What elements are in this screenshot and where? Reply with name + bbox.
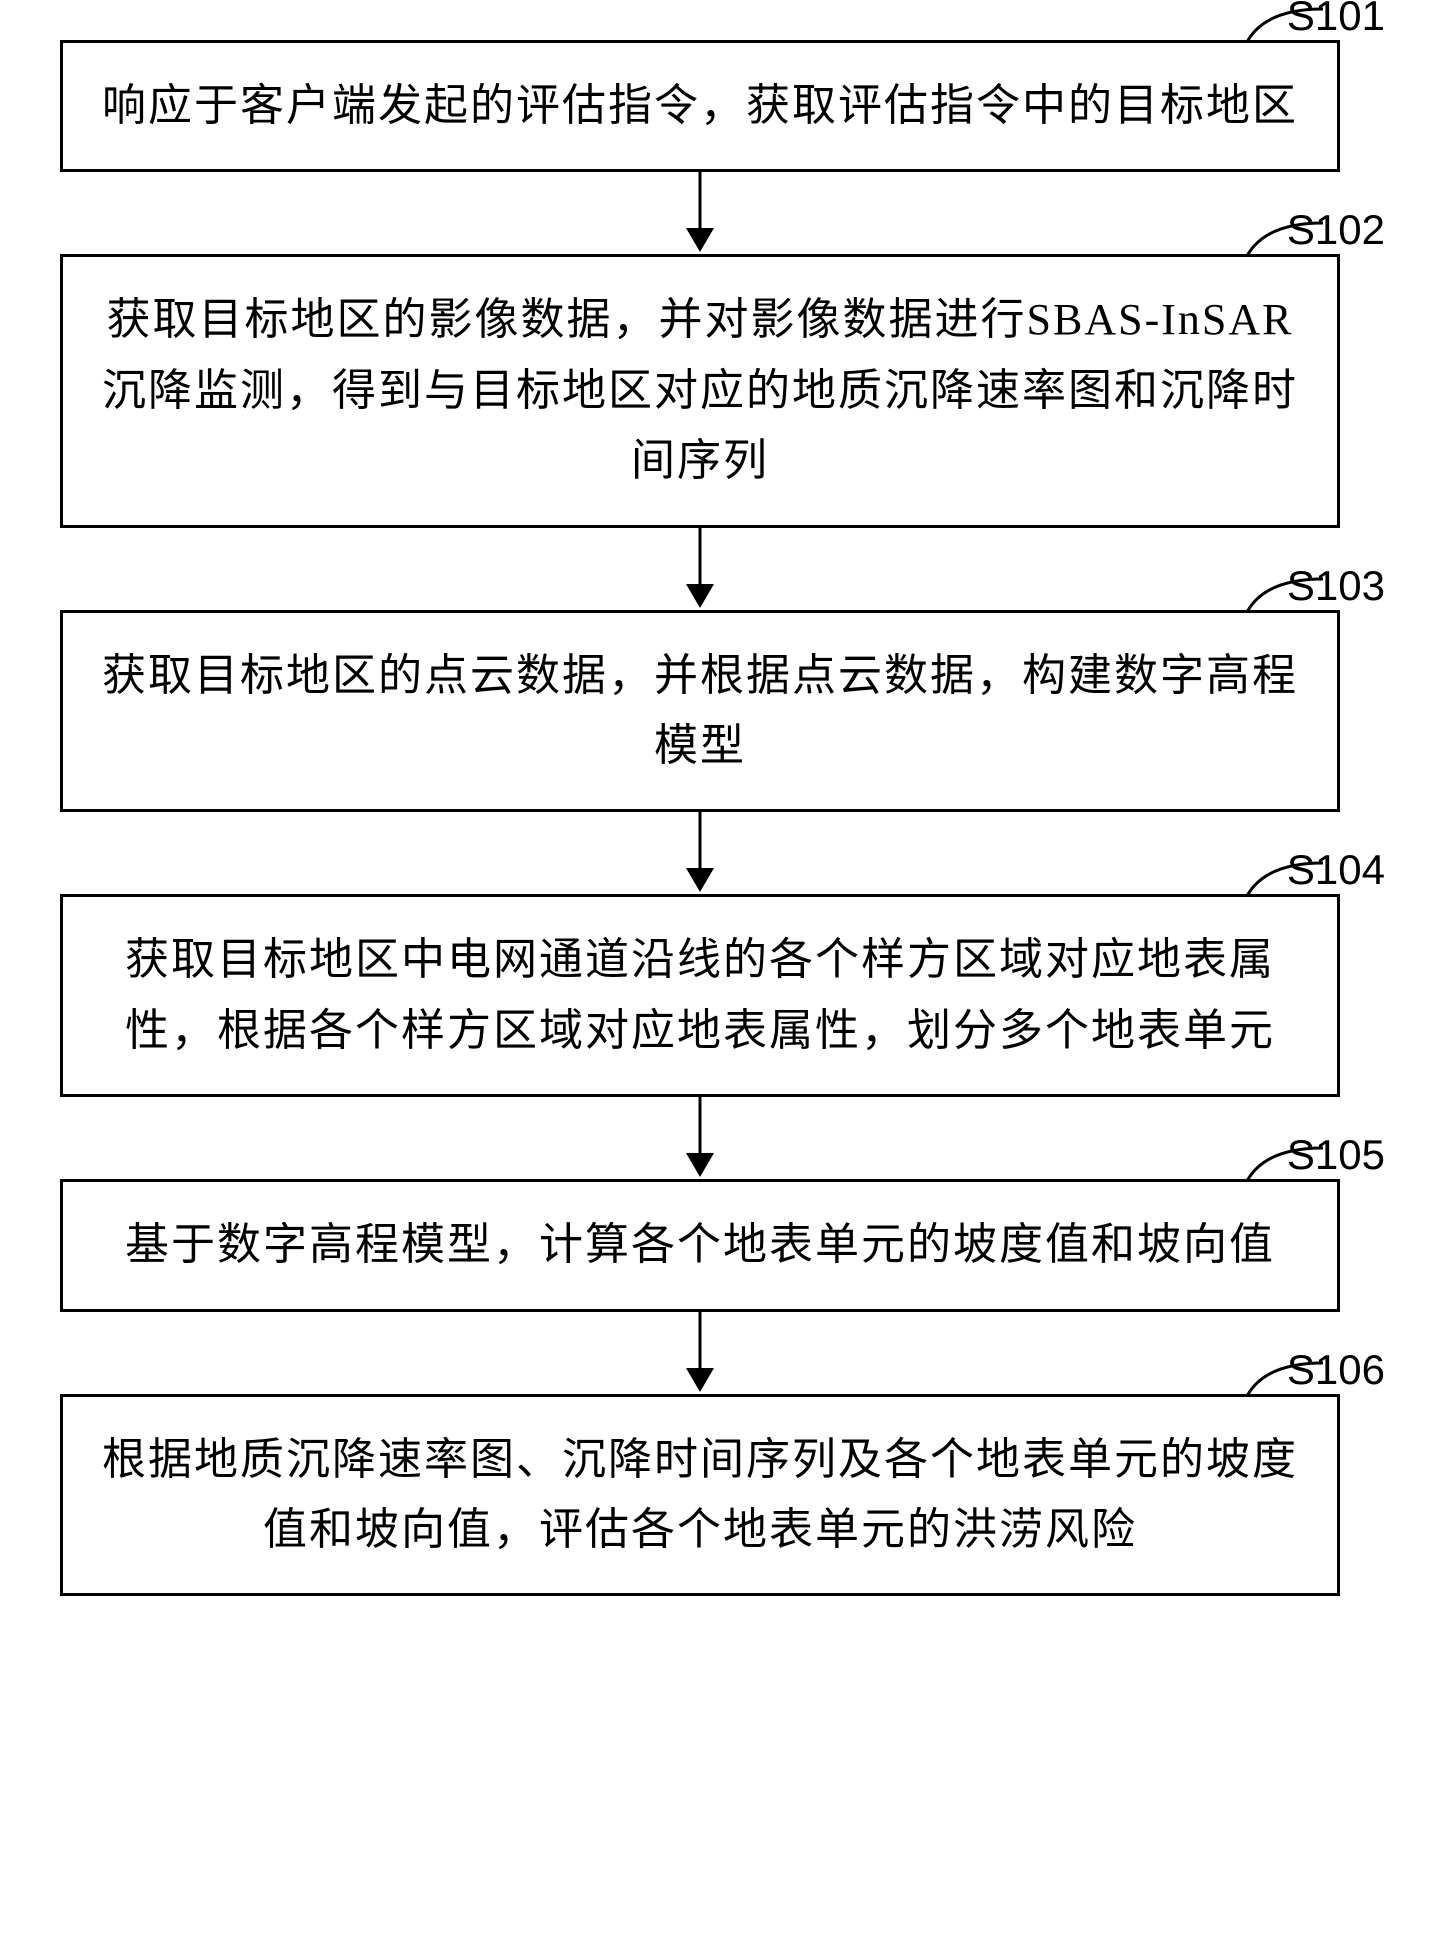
step-wrapper-s101: S101 响应于客户端发起的评估指令，获取评估指令中的目标地区 [60, 40, 1375, 172]
step-label-s105: S105 [1287, 1131, 1385, 1179]
step-text-s106: 根据地质沉降速率图、沉降时间序列及各个地表单元的坡度值和坡向值，评估各个地表单元… [93, 1425, 1307, 1566]
step-wrapper-s104: S104 获取目标地区中电网通道沿线的各个样方区域对应地表属性，根据各个样方区域… [60, 894, 1375, 1097]
arrow-s104-s105 [60, 1097, 1340, 1179]
step-text-s103: 获取目标地区的点云数据，并根据点云数据，构建数字高程模型 [93, 641, 1307, 782]
step-text-s102: 获取目标地区的影像数据，并对影像数据进行SBAS-InSAR沉降监测，得到与目标… [93, 285, 1307, 496]
arrow-s101-s102 [60, 172, 1340, 254]
step-box-s104: 获取目标地区中电网通道沿线的各个样方区域对应地表属性，根据各个样方区域对应地表属… [60, 894, 1340, 1097]
step-text-s105: 基于数字高程模型，计算各个地表单元的坡度值和坡向值 [93, 1210, 1307, 1280]
step-label-s102: S102 [1287, 206, 1385, 254]
step-wrapper-s105: S105 基于数字高程模型，计算各个地表单元的坡度值和坡向值 [60, 1179, 1375, 1311]
step-wrapper-s106: S106 根据地质沉降速率图、沉降时间序列及各个地表单元的坡度值和坡向值，评估各… [60, 1394, 1375, 1597]
step-wrapper-s103: S103 获取目标地区的点云数据，并根据点云数据，构建数字高程模型 [60, 610, 1375, 813]
arrow-s105-s106 [60, 1312, 1340, 1394]
step-label-s103: S103 [1287, 562, 1385, 610]
step-label-s106: S106 [1287, 1346, 1385, 1394]
step-label-s101: S101 [1287, 0, 1385, 40]
step-box-s102: 获取目标地区的影像数据，并对影像数据进行SBAS-InSAR沉降监测，得到与目标… [60, 254, 1340, 527]
flowchart-container: S101 响应于客户端发起的评估指令，获取评估指令中的目标地区 S102 获取目… [60, 40, 1375, 1596]
step-box-s105: 基于数字高程模型，计算各个地表单元的坡度值和坡向值 [60, 1179, 1340, 1311]
step-label-s104: S104 [1287, 846, 1385, 894]
step-wrapper-s102: S102 获取目标地区的影像数据，并对影像数据进行SBAS-InSAR沉降监测，… [60, 254, 1375, 527]
step-text-s104: 获取目标地区中电网通道沿线的各个样方区域对应地表属性，根据各个样方区域对应地表属… [93, 925, 1307, 1066]
step-box-s101: 响应于客户端发起的评估指令，获取评估指令中的目标地区 [60, 40, 1340, 172]
step-box-s106: 根据地质沉降速率图、沉降时间序列及各个地表单元的坡度值和坡向值，评估各个地表单元… [60, 1394, 1340, 1597]
step-text-s101: 响应于客户端发起的评估指令，获取评估指令中的目标地区 [93, 71, 1307, 141]
step-box-s103: 获取目标地区的点云数据，并根据点云数据，构建数字高程模型 [60, 610, 1340, 813]
arrow-s103-s104 [60, 812, 1340, 894]
arrow-s102-s103 [60, 528, 1340, 610]
